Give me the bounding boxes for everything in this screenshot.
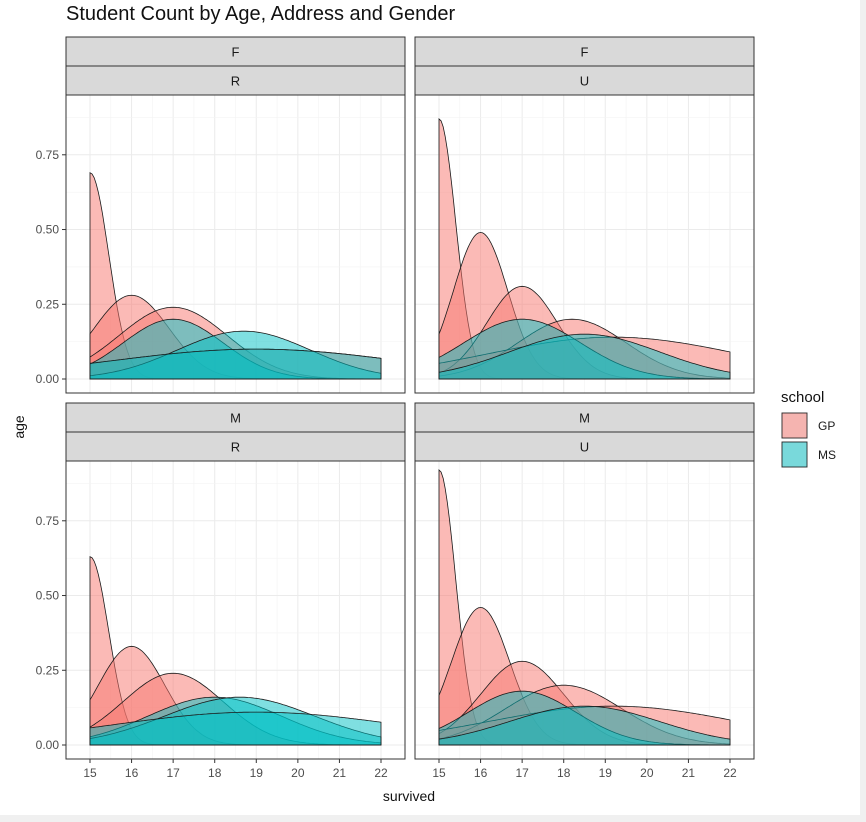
panel-border-2 [65, 460, 406, 760]
y-tick-label: 0.25 [36, 663, 60, 677]
legend-label-gp: GP [818, 419, 835, 433]
x-tick-label: 20 [640, 766, 654, 780]
facet-strip-0-0 [65, 36, 406, 67]
y-tick-label: 0.25 [36, 297, 60, 311]
facet-strip-label: U [580, 440, 589, 455]
legend-title: school [781, 389, 824, 406]
facet-strip-label: F [581, 45, 589, 60]
x-tick-label: 18 [208, 766, 222, 780]
facet-strip-1-0 [414, 36, 755, 67]
facet-strip-3-1 [414, 431, 755, 462]
x-tick-label: 15 [83, 766, 97, 780]
legend-key-gp [781, 412, 808, 439]
facet-strip-3-0 [414, 402, 755, 433]
facet-strip-label: M [579, 411, 590, 426]
x-tick-label: 16 [474, 766, 488, 780]
chart-title: Student Count by Age, Address and Gender [66, 3, 456, 25]
facet-strip-label: R [231, 440, 240, 455]
legend-key-ms [781, 441, 808, 468]
window-edge-right [860, 0, 866, 822]
density-area-ms [89, 711, 382, 746]
density-area-ms [438, 705, 731, 746]
x-tick-label: 22 [374, 766, 388, 780]
x-tick-label: 17 [166, 766, 180, 780]
legend-label-ms: MS [818, 448, 836, 462]
panel-border-3 [414, 460, 755, 760]
facet-strip-label: M [230, 411, 241, 426]
density-area-ms [438, 333, 731, 380]
x-tick-label: 21 [682, 766, 696, 780]
facet-strip-2-0 [65, 402, 406, 433]
x-tick-label: 21 [333, 766, 347, 780]
x-tick-label: 16 [125, 766, 139, 780]
y-tick-label: 0.00 [36, 372, 60, 386]
density-area-ms [89, 348, 382, 380]
x-tick-label: 20 [291, 766, 305, 780]
y-tick-label: 0.50 [36, 589, 60, 603]
facet-strip-label: U [580, 74, 589, 89]
x-axis-title: survived [383, 788, 435, 804]
y-tick-label: 0.50 [36, 223, 60, 237]
x-tick-label: 19 [599, 766, 613, 780]
y-axis-title: age [11, 415, 27, 439]
y-tick-label: 0.75 [36, 514, 60, 528]
panel-border-0 [65, 94, 406, 394]
facet-strip-label: R [231, 74, 240, 89]
x-tick-label: 18 [557, 766, 571, 780]
facet-strip-2-1 [65, 431, 406, 462]
x-tick-label: 19 [250, 766, 264, 780]
x-tick-label: 15 [432, 766, 446, 780]
panel-border-1 [414, 94, 755, 394]
y-tick-label: 0.00 [36, 738, 60, 752]
x-tick-label: 22 [723, 766, 737, 780]
y-tick-label: 0.75 [36, 148, 60, 162]
x-tick-label: 17 [515, 766, 529, 780]
window-edge-bottom [0, 815, 866, 822]
facet-strip-label: F [232, 45, 240, 60]
